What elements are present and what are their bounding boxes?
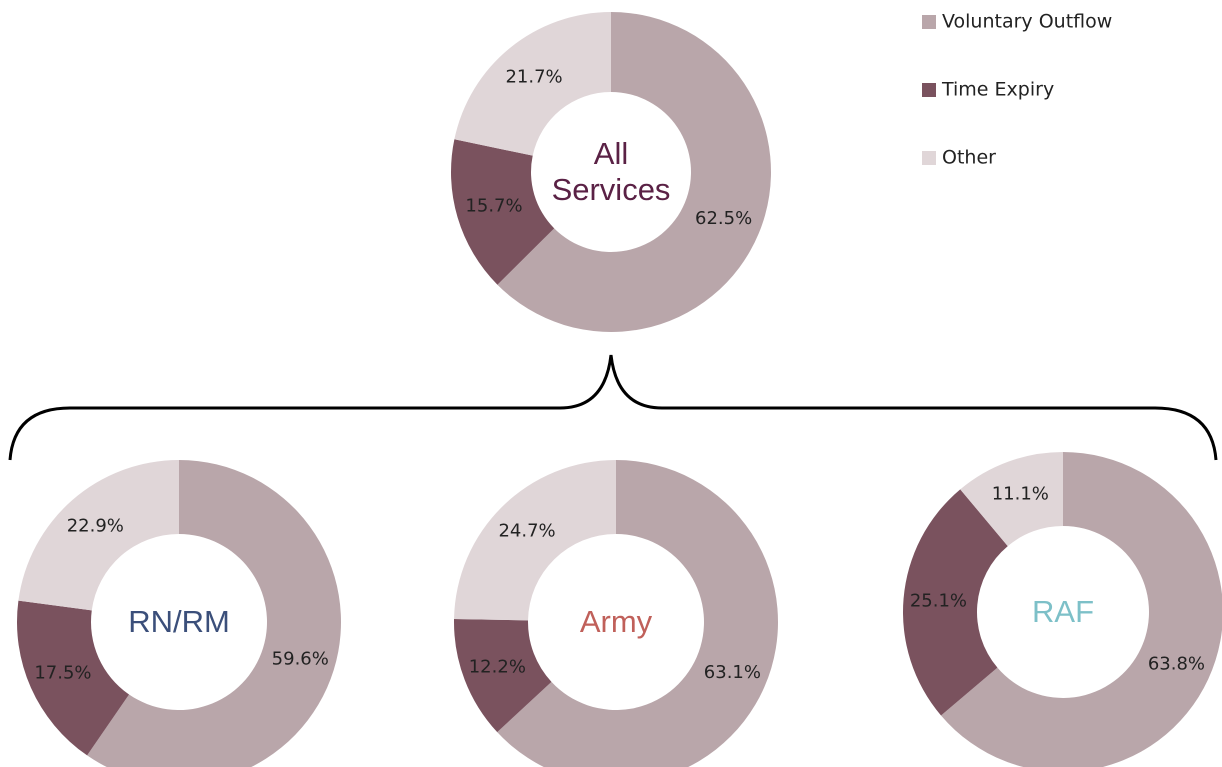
donut-slice <box>16 600 130 756</box>
value-label: 63.8% <box>1148 654 1205 675</box>
center-title-box: Army <box>579 604 653 639</box>
donut-slice <box>454 12 611 156</box>
donut-slice <box>903 489 1008 716</box>
legend-label: Voluntary Outflow <box>942 11 1112 33</box>
value-label: 15.7% <box>465 196 522 217</box>
legend-swatch <box>922 15 936 29</box>
legend-label: Other <box>942 147 996 169</box>
donut-slice <box>497 12 772 332</box>
center-title: RAF <box>1032 594 1094 629</box>
value-label: 21.7% <box>505 66 562 87</box>
value-label: 59.6% <box>272 649 329 670</box>
legend-swatch <box>922 151 936 165</box>
legend-label: Time Expiry <box>941 79 1054 101</box>
legend-swatch <box>922 83 936 97</box>
value-label: 24.7% <box>498 520 555 541</box>
value-label: 12.2% <box>469 656 526 677</box>
center-title: Army <box>579 604 653 639</box>
center-title-box: All Services <box>551 136 671 207</box>
donut-slice <box>18 460 180 611</box>
donut-slice <box>451 139 555 285</box>
value-label: 11.1% <box>992 484 1049 505</box>
center-title-box: RAF <box>1032 594 1094 629</box>
donut-slice <box>87 460 341 767</box>
value-label: 63.1% <box>704 662 761 683</box>
brace <box>8 354 1218 461</box>
value-label: 17.5% <box>34 663 91 684</box>
value-label: 25.1% <box>910 590 967 611</box>
donut-slice <box>497 460 778 767</box>
donut-slice <box>454 618 552 733</box>
donut-slice <box>941 452 1222 767</box>
value-label: 22.9% <box>67 515 124 536</box>
donut-slice <box>454 460 616 621</box>
value-label: 62.5% <box>695 208 752 229</box>
donut-slice <box>960 452 1063 547</box>
center-title: All Services <box>551 136 671 207</box>
center-title-box: RN/RM <box>128 604 230 639</box>
center-title: RN/RM <box>128 604 230 639</box>
